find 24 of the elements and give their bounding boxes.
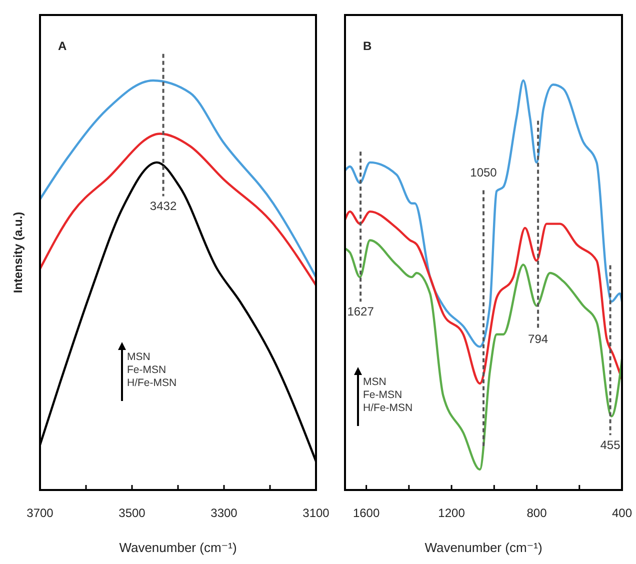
ref-line-label: 794 <box>528 332 548 346</box>
ref-line-label: 1050 <box>470 165 498 180</box>
x-tick-label: 3300 <box>210 506 238 520</box>
annotation: Fe-MSN <box>127 364 166 376</box>
annotation: H/Fe-MSN <box>363 402 413 414</box>
x-tick-label: 3100 <box>302 506 330 520</box>
x-axis-title: Wavenumber (cm⁻¹) <box>424 540 542 555</box>
x-tick-label: 400 <box>612 506 632 520</box>
chart-title: A <box>58 39 67 53</box>
annotation: H/Fe-MSN <box>127 377 177 389</box>
y-axis-title: Intensity (a.u.) <box>11 212 25 294</box>
x-tick-label: 1600 <box>352 506 380 520</box>
ref-line-label: 1627 <box>347 304 374 319</box>
annotation: MSN <box>363 376 386 388</box>
ref-line-label: 3432 <box>150 199 177 214</box>
x-axis-title: Wavenumber (cm⁻¹) <box>119 540 237 555</box>
annotation: Fe-MSN <box>363 389 402 401</box>
x-tick-label: 1200 <box>438 506 466 520</box>
ref-line-label: 455 <box>600 438 621 452</box>
annotation: MSN <box>127 351 150 363</box>
x-tick-label: 800 <box>526 506 548 520</box>
chart-title: B <box>363 39 372 53</box>
x-tick-label: 3700 <box>26 506 54 520</box>
x-tick-label: 3500 <box>118 506 146 520</box>
